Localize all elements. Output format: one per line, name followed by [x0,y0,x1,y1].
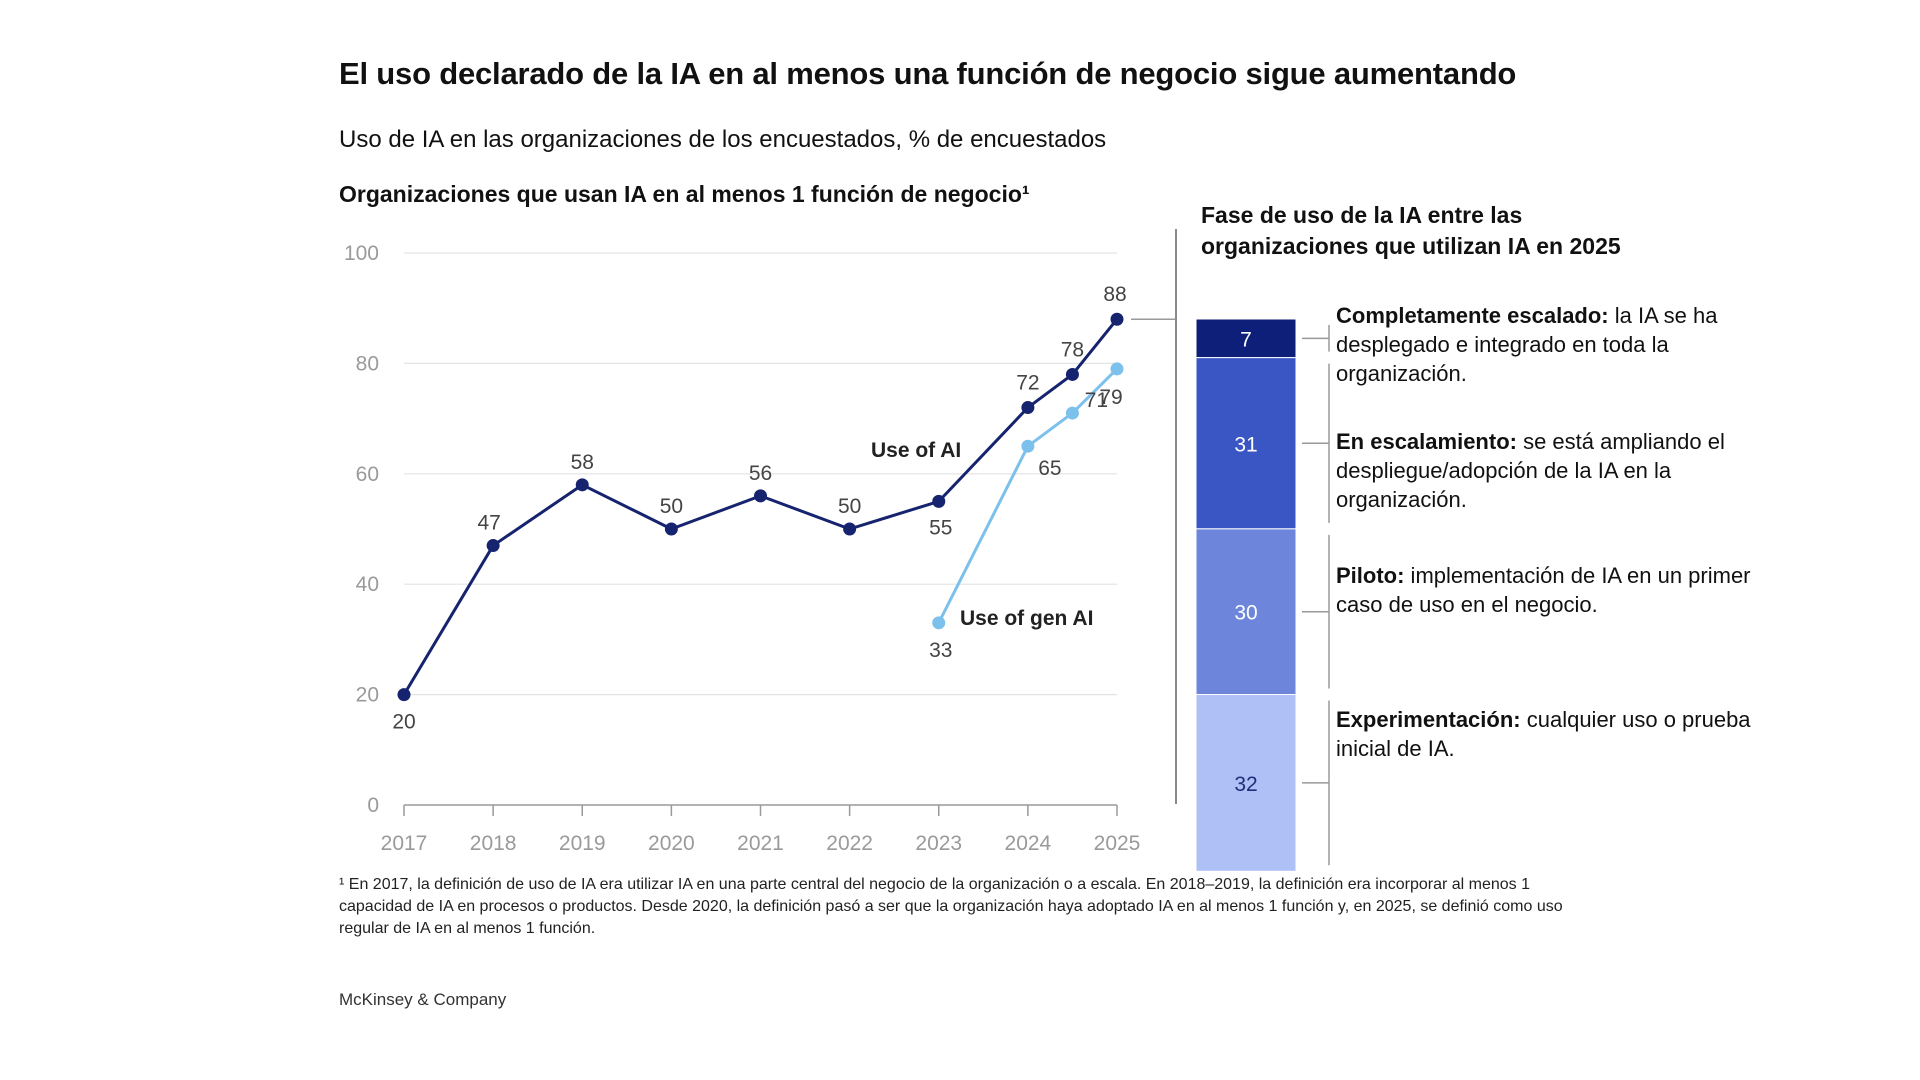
use-of-ai-value-label: 58 [571,451,594,474]
stage-desc-experiment-text: cualquier uso o prueba inicial de IA. [1336,707,1751,761]
use-of-gen-ai-point [1110,362,1124,376]
x-tick-label: 2019 [559,832,606,855]
x-tick-label: 2022 [826,832,873,855]
chart-subtitle: Uso de IA en las organizaciones de los e… [339,126,1107,153]
stacked-bar-heading: Fase de uso de la IA entre las organizac… [1201,202,1621,259]
use-of-ai-point [1021,401,1035,415]
stage-desc-scaled-bold: Completamente escalado: [1336,303,1609,328]
use-of-gen-ai-line [937,367,1119,624]
segment-bracket [1302,534,1330,689]
footnote: ¹ En 2017, la definición de uso de IA er… [339,876,1563,937]
use-of-ai-point [754,489,767,503]
use-of-gen-ai-point [1065,406,1079,420]
use-of-gen-ai-value-label: 65 [1038,457,1061,480]
x-tick-label: 2024 [1005,832,1052,855]
x-tick-label: 2020 [648,832,695,855]
x-tick-label: 2025 [1094,832,1141,855]
use-of-ai-point [932,494,946,508]
use-of-ai-value-label: 20 [392,711,415,734]
x-tick-label: 2017 [381,832,428,855]
use-of-ai-point [397,688,411,702]
y-tick-label: 60 [356,463,379,486]
use-of-gen-ai-point [1021,439,1035,453]
use-of-ai-value-label: 88 [1103,283,1126,306]
x-tick-label: 2021 [737,832,784,855]
series-label-use-of-gen-ai: Use of gen AI [960,607,1093,630]
stacked-segment-experiment [1195,694,1297,872]
x-tick-label: 2018 [470,832,517,855]
chart-title: El uso declarado de la IA en al menos un… [339,56,1517,91]
line-chart-heading: Organizaciones que usan IA en al menos 1… [339,181,1030,207]
use-of-ai-value-label: 50 [838,495,861,518]
stacked-segment-label-scaling: 31 [1234,433,1257,456]
stage-desc-pilot-bold: Piloto: [1336,563,1405,588]
stacked-segment-label-pilot: 30 [1234,602,1257,625]
use-of-ai-value-label: 56 [749,462,772,485]
use-of-ai-line [402,318,1119,696]
x-tick-label: 2023 [915,832,962,855]
stage-desc-scaled: Completamente escalado: la IA se ha desp… [1336,301,1756,388]
use-of-ai-value-label: 55 [929,516,952,539]
stacked-segment-scaled [1195,318,1297,359]
use-of-ai-value-label: 78 [1061,338,1084,361]
stage-desc-scaling-bold: En escalamiento: [1336,429,1517,454]
segment-bracket [1302,700,1330,866]
use-of-ai-point [1110,312,1124,326]
use-of-ai-value-label: 47 [477,512,500,535]
use-of-ai-value-label: 50 [660,495,683,518]
y-tick-label: 100 [344,242,379,265]
use-of-ai-point [843,522,857,536]
stage-desc-pilot-text: implementación de IA en un primer caso d… [1336,563,1751,617]
stage-desc-pilot: Piloto: implementación de IA en un prime… [1336,561,1756,619]
stage-desc-experiment: Experimentación: cualquier uso o prueba … [1336,705,1756,763]
use-of-ai-point [486,539,500,553]
stage-desc-scaling: En escalamiento: se está ampliando el de… [1336,427,1756,514]
stage-desc-scaled-text: la IA se ha desplegado e integrado en to… [1336,303,1718,386]
use-of-ai-point [575,478,589,492]
stacked-segment-pilot [1195,528,1297,696]
use-of-ai-value-label: 72 [1016,372,1039,395]
panel-divider [1175,229,1177,804]
series-label-use-of-ai: Use of AI [871,439,961,462]
stacked-segment-label-scaled: 7 [1240,328,1252,351]
use-of-ai-point [664,522,678,536]
use-of-gen-ai-value-label: 33 [929,639,952,662]
use-of-gen-ai-value-label: 71 [1085,389,1108,412]
y-tick-label: 80 [356,352,379,375]
segment-bracket [1302,325,1330,352]
y-tick-label: 40 [356,573,379,596]
stage-desc-experiment-bold: Experimentación: [1336,707,1521,732]
use-of-ai-point [1065,367,1079,381]
brand-logo-text: McKinsey & Company [339,990,507,1009]
segment-bracket [1302,363,1330,523]
y-tick-label: 0 [367,794,379,817]
stage-desc-scaling-text: se está ampliando el despliegue/adopción… [1336,429,1725,512]
stacked-segment-label-experiment: 32 [1234,773,1257,796]
use-of-gen-ai-point [932,616,946,630]
stacked-segment-scaling [1195,357,1297,530]
use-of-gen-ai-value-label: 79 [1099,386,1122,409]
y-tick-label: 20 [356,684,379,707]
